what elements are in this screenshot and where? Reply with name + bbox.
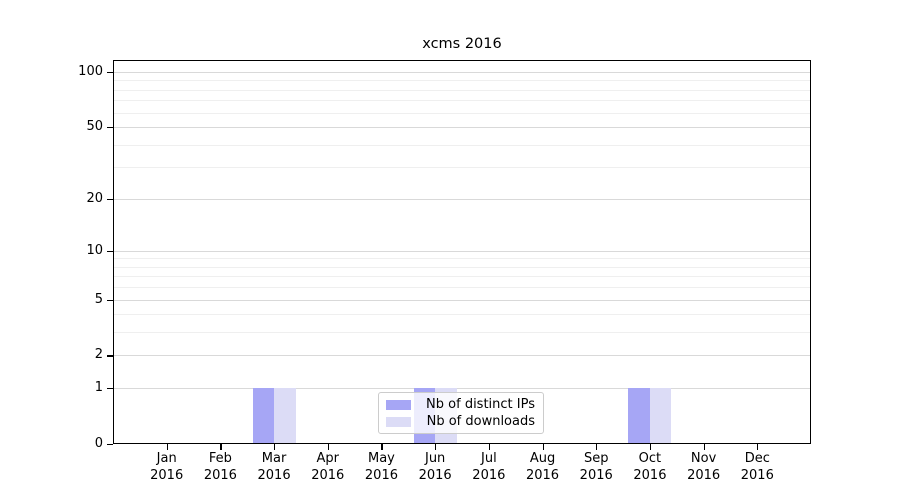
y-gridline-major — [113, 250, 811, 252]
plot-area — [113, 60, 811, 444]
y-gridline-major — [113, 198, 811, 200]
bar-downloads — [274, 388, 296, 444]
y-gridline-minor — [113, 258, 811, 260]
y-gridline-minor — [113, 80, 811, 82]
y-tick-label: 50 — [86, 118, 103, 134]
legend-label: Nb of downloads — [426, 414, 535, 429]
y-tick-label: 5 — [94, 291, 103, 307]
x-tick — [649, 444, 652, 450]
x-tick-label: Oct 2016 — [633, 451, 667, 483]
x-tick-label: Dec 2016 — [740, 451, 774, 483]
y-tick-label: 2 — [94, 347, 103, 363]
y-gridline-major — [113, 126, 811, 128]
x-tick — [327, 444, 329, 450]
x-tick — [542, 444, 544, 450]
x-tick — [381, 444, 383, 450]
y-tick — [107, 198, 113, 200]
x-tick — [596, 444, 598, 450]
y-gridline-minor — [113, 287, 811, 289]
legend-label: Nb of distinct IPs — [426, 397, 535, 412]
y-gridline-minor — [113, 100, 811, 102]
chart-title: xcms 2016 — [422, 36, 502, 52]
y-gridline-major — [113, 299, 811, 301]
y-tick — [107, 299, 113, 301]
y-tick-label: 0 — [94, 436, 103, 451]
y-tick-label: 10 — [86, 242, 103, 258]
y-tick-label: 20 — [86, 190, 103, 206]
x-tick-label: Jan 2016 — [150, 451, 184, 483]
x-tick-label: Nov 2016 — [687, 451, 721, 483]
y-gridline-minor — [113, 144, 811, 146]
y-gridline-minor — [113, 112, 811, 114]
y-tick — [107, 388, 113, 390]
y-tick — [107, 250, 113, 252]
y-gridline-major — [113, 388, 811, 390]
legend-item-downloads: Nb of downloads — [386, 414, 535, 429]
x-tick-label: May 2016 — [364, 451, 398, 483]
y-gridline-minor — [113, 167, 811, 169]
x-tick — [166, 444, 168, 450]
x-tick-label: Jul 2016 — [472, 451, 506, 483]
bar-distinct-ips — [252, 388, 275, 444]
y-tick-label: 100 — [78, 63, 103, 79]
x-tick — [703, 444, 705, 450]
x-tick-label: Jun 2016 — [418, 451, 452, 483]
y-tick — [107, 444, 113, 446]
legend-swatch — [386, 416, 411, 427]
x-tick-label: Mar 2016 — [257, 451, 291, 483]
y-tick — [107, 355, 113, 357]
x-tick — [757, 444, 759, 450]
y-gridline-minor — [113, 89, 811, 91]
x-tick-label: Feb 2016 — [203, 451, 237, 483]
y-gridline-minor — [113, 314, 811, 316]
x-tick — [488, 444, 491, 450]
x-tick-label: Apr 2016 — [311, 451, 345, 483]
y-gridline-minor — [113, 332, 811, 334]
y-gridline-minor — [113, 276, 811, 278]
x-tick-label: Sep 2016 — [579, 451, 613, 483]
y-gridline-minor — [113, 266, 811, 268]
x-tick — [274, 444, 276, 450]
legend-item-distinct-ips: Nb of distinct IPs — [386, 397, 535, 412]
y-tick-label: 1 — [94, 380, 103, 396]
y-gridline-major — [113, 71, 811, 73]
x-tick — [435, 444, 437, 450]
legend-swatch — [386, 399, 411, 410]
y-tick — [107, 71, 113, 74]
y-gridline-major — [113, 355, 811, 357]
x-tick-label: Aug 2016 — [525, 451, 560, 483]
x-tick — [220, 444, 222, 450]
bar-downloads — [649, 388, 672, 444]
legend: Nb of distinct IPs Nb of downloads — [378, 392, 544, 434]
y-tick — [107, 126, 113, 129]
bar-distinct-ips — [628, 388, 650, 444]
